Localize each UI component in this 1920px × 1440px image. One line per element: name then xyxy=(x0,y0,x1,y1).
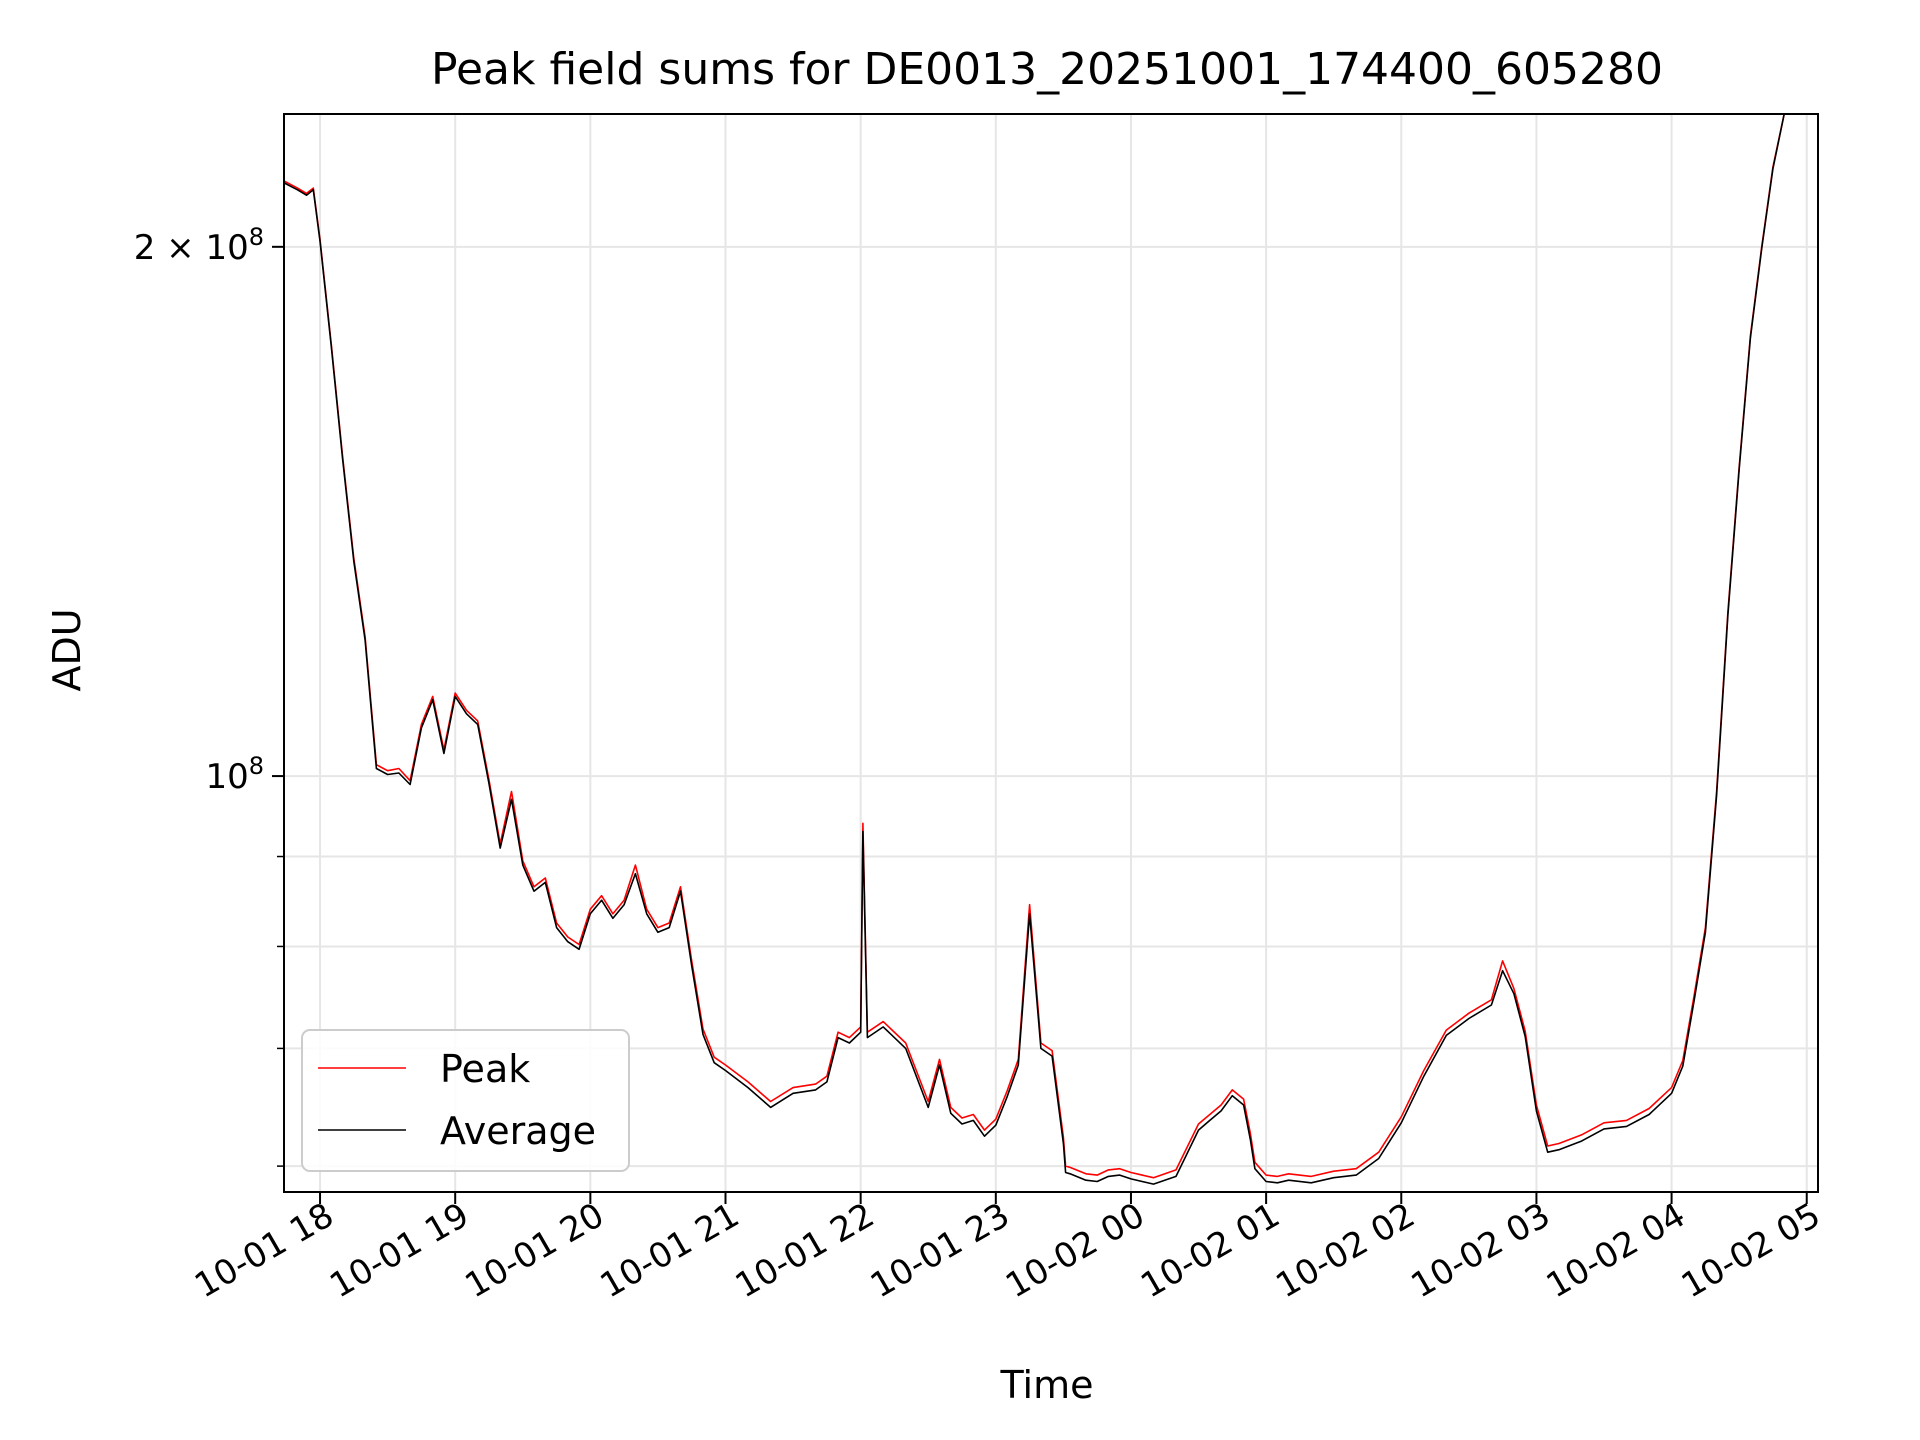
y-axis-label: ADU xyxy=(45,608,89,691)
legend-label-average: Average xyxy=(440,1109,596,1153)
series-layer xyxy=(284,114,1785,1185)
legend-label-peak: Peak xyxy=(440,1047,530,1091)
legend-box xyxy=(301,1029,630,1172)
grid-lines xyxy=(284,114,1818,1192)
y-tick-label: 108 xyxy=(205,752,264,797)
plot-area-frame xyxy=(283,113,1819,1193)
legend: Peak Average xyxy=(301,1029,630,1172)
series-line-average xyxy=(284,114,1785,1185)
y-axis: 108 2 × 108 xyxy=(134,223,284,1167)
y-tick-label: 2 × 108 xyxy=(134,223,264,268)
chart-title: Peak field sums for DE0013_20251001_1744… xyxy=(431,44,1663,95)
x-axis-label: Time xyxy=(1000,1363,1094,1407)
